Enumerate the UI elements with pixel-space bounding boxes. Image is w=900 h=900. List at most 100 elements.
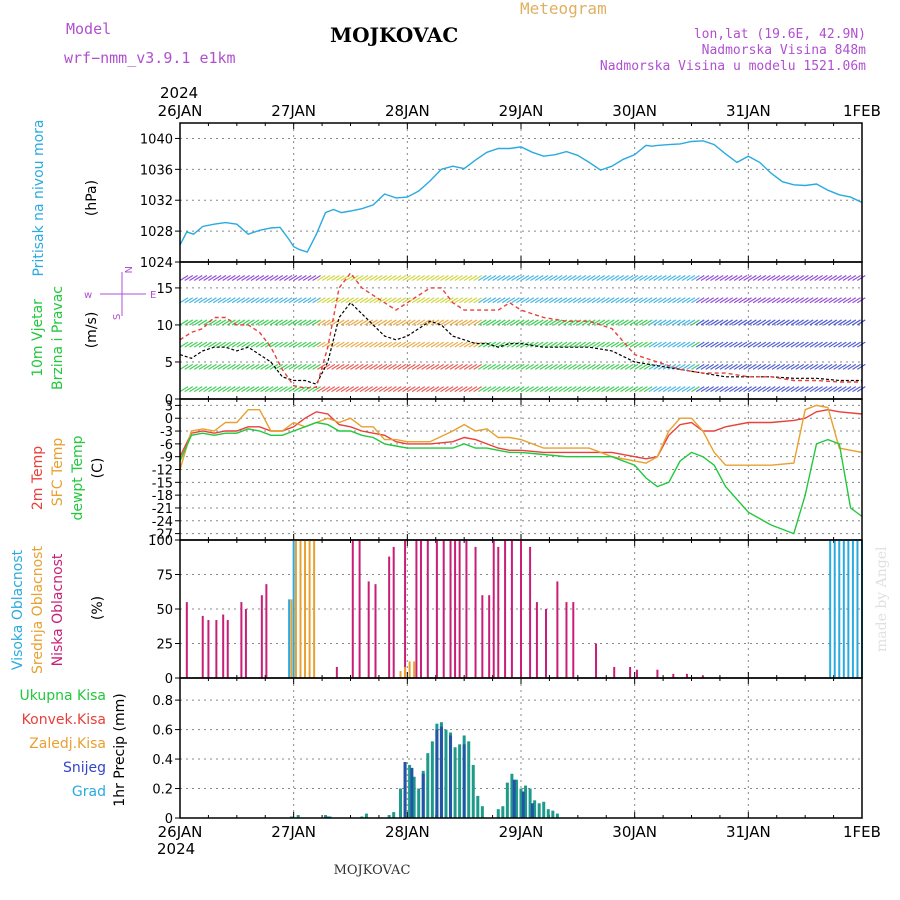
wind-barb [255, 363, 265, 370]
wind-barb [724, 386, 733, 393]
wind-barb [776, 297, 786, 304]
wind-barb [515, 386, 525, 393]
wind-barb [534, 275, 544, 282]
wind-barb [359, 319, 369, 326]
wind-barb [222, 275, 231, 282]
wind-barb [264, 275, 274, 282]
wind-barb [681, 363, 691, 370]
wind-barb [378, 319, 388, 326]
wind-barb [497, 341, 506, 348]
wind-barb [369, 363, 378, 370]
wind-barb [582, 297, 591, 304]
wind-barb [260, 341, 269, 348]
wind-barb [795, 341, 805, 348]
wind-barb [752, 363, 762, 370]
wind-barb [733, 297, 743, 304]
wind-barb [766, 297, 776, 304]
wind-barb [568, 319, 577, 326]
wind-barb [814, 319, 823, 326]
wind-barb [473, 319, 482, 326]
wind-barb [615, 386, 625, 393]
wind-barb [425, 297, 435, 304]
wind-barb [208, 386, 217, 393]
bar [480, 806, 484, 818]
wind-barb [397, 363, 407, 370]
wind-barb [203, 297, 212, 304]
wind-barb [714, 297, 724, 304]
wind-barb [459, 363, 468, 370]
wind-barb [624, 386, 634, 393]
wind-barb [572, 341, 582, 348]
wind-barb [686, 386, 696, 393]
wind-barb [530, 297, 539, 304]
y-tick-label: 0.6 [152, 724, 173, 739]
wind-barb [714, 275, 724, 282]
wind-barb [321, 319, 331, 326]
wind-barb [392, 319, 402, 326]
wind-barb [312, 297, 321, 304]
wind-barb [814, 275, 823, 282]
wind-barb [298, 297, 307, 304]
bar [404, 666, 407, 678]
wind-barb [501, 275, 511, 282]
wind-barb [269, 341, 279, 348]
wind-barb [629, 319, 639, 326]
bottom-year-label: 2024 [157, 840, 195, 858]
wind-barb [283, 275, 293, 282]
bar [222, 614, 225, 678]
y-tick-label: -24 [152, 515, 173, 530]
wind-barb [444, 297, 454, 304]
wind-barb [553, 297, 563, 304]
bar [481, 595, 484, 678]
elevation-label: Nadmorska Visina 848m [702, 43, 867, 58]
wind-barb [733, 341, 743, 348]
bar [551, 810, 555, 818]
wind-barb [321, 297, 331, 304]
wind-barb [549, 275, 558, 282]
wind-barb [785, 275, 795, 282]
wind-barb [804, 319, 814, 326]
pressure-panel: 1024 1028 1032 1036 1040 [140, 122, 863, 271]
bar [292, 540, 295, 678]
wind-barb [340, 319, 350, 326]
wind-barb [449, 297, 459, 304]
wind-barb [293, 319, 302, 326]
wind-barb [828, 275, 838, 282]
wind-barb [402, 275, 411, 282]
wind-barb [331, 341, 340, 348]
top-date-label: 31JAN [726, 102, 771, 120]
wind-barb [407, 275, 416, 282]
wind-barb [231, 319, 241, 326]
wind-barb [193, 297, 203, 304]
bar [613, 666, 616, 678]
wind-barb [482, 275, 492, 282]
y-tick-label: -3 [160, 425, 173, 440]
wind-barb [643, 386, 653, 393]
wind-barb [819, 363, 828, 370]
wind-barb [620, 341, 629, 348]
wind-barb [350, 341, 359, 348]
wind-barb [804, 275, 814, 282]
wind-barb [227, 341, 236, 348]
wind-barb [487, 363, 497, 370]
wind-barb [307, 363, 317, 370]
model-label: Model [66, 20, 111, 38]
wind-barb [534, 319, 544, 326]
bar [838, 540, 841, 678]
wind-barb [852, 319, 861, 326]
wind-barb [852, 341, 861, 348]
wind-barb [842, 275, 852, 282]
wind-barb [563, 297, 572, 304]
wind-barb [719, 363, 729, 370]
y-tick-label: 50 [156, 603, 173, 618]
cloud-axis-name2: Srednja Oblacnost [30, 546, 46, 674]
wind-barb [340, 363, 350, 370]
wind-barb [710, 363, 719, 370]
bar [672, 673, 675, 678]
wind-barb [823, 297, 833, 304]
bar [387, 815, 391, 818]
wind-barb [828, 341, 838, 348]
wind-barb [369, 341, 378, 348]
wind-barb [672, 319, 681, 326]
wind-barb [364, 319, 374, 326]
